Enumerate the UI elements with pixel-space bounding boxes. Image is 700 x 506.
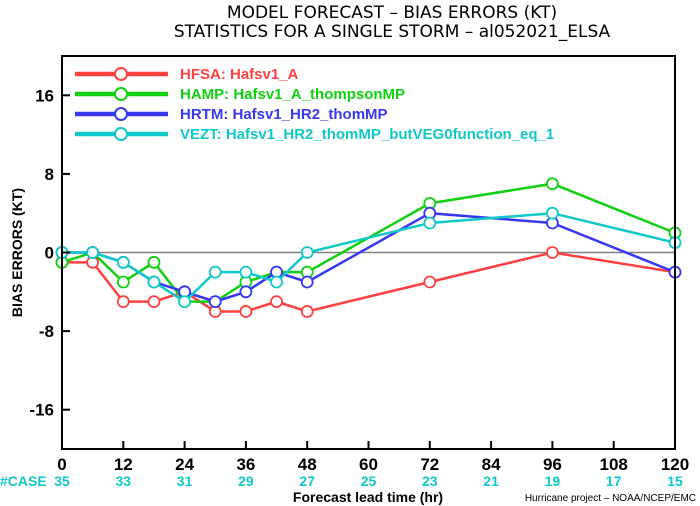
data-point	[147, 255, 161, 269]
data-point	[239, 265, 253, 279]
data-point	[423, 216, 437, 230]
data-point	[300, 246, 314, 259]
data-point	[300, 305, 314, 318]
series-group	[55, 177, 682, 318]
case-count: 27	[299, 473, 315, 489]
legend-marker	[114, 87, 128, 101]
y-axis-ticks: -16 -8 0 8 16	[29, 86, 70, 420]
x-tick-label: 96	[543, 455, 562, 474]
x-tick-label: 36	[236, 455, 255, 474]
y-tick-label: 8	[45, 165, 54, 184]
y-tick-label: 16	[35, 86, 54, 105]
x-axis-ticks: 0 12 24 36 48 60 72 84 96 108 120	[57, 441, 689, 474]
legend-label: HRTM: Hafsv1_HR2_thomMP	[180, 106, 388, 123]
legend-label: HAMP: Hafsv1_A_thompsonMP	[180, 86, 405, 103]
x-tick-label: 0	[57, 455, 66, 474]
case-count: 17	[606, 473, 622, 489]
data-point	[270, 275, 283, 289]
data-point	[116, 275, 130, 289]
data-point	[208, 265, 222, 279]
x-tick-label: 24	[175, 455, 194, 474]
case-count: 19	[545, 473, 561, 489]
data-point	[116, 295, 130, 309]
y-axis-label: BIAS ERRORS (KT)	[9, 188, 25, 317]
chart-subtitle: STATISTICS FOR A SINGLE STORM – al052021…	[174, 22, 611, 42]
data-point	[147, 275, 161, 289]
case-count: 21	[483, 473, 499, 489]
case-count: 25	[361, 473, 377, 489]
data-point	[116, 255, 130, 269]
y-tick-label: 0	[45, 244, 54, 263]
legend-label: VEZT: Hafsv1_HR2_thomMP_butVEG0function_…	[180, 126, 554, 143]
legend-label: HFSA: Hafsv1_A	[180, 66, 299, 83]
legend-marker	[114, 127, 128, 141]
data-point	[270, 295, 283, 309]
case-count: 29	[238, 473, 254, 489]
chart-title: MODEL FORECAST – BIAS ERRORS (KT)	[227, 3, 557, 23]
case-count: 33	[116, 473, 132, 489]
case-count: 35	[54, 473, 70, 489]
data-point	[546, 177, 559, 191]
data-point	[239, 305, 253, 318]
series-line	[61, 182, 676, 303]
credit-text: Hurricane project – NOAA/NCEP/EMC	[525, 493, 696, 504]
case-count: 31	[177, 473, 193, 489]
data-point	[239, 285, 253, 299]
case-count: 15	[667, 473, 683, 489]
series-line	[62, 251, 676, 313]
y-tick-label: -16	[29, 401, 54, 420]
legend: HFSA: Hafsv1_A HAMP: Hafsv1_A_thompsonMP H…	[75, 66, 554, 143]
x-tick-label: 72	[420, 455, 439, 474]
case-label: #CASE	[0, 473, 47, 489]
data-point	[86, 246, 100, 259]
legend-marker	[114, 67, 128, 81]
y-tick-label: -8	[39, 322, 54, 341]
series-vezt	[55, 206, 682, 309]
case-counts: 35 33 31 29 27 25 23 21 19 17 15	[54, 473, 683, 489]
data-point	[147, 295, 161, 309]
data-point	[208, 295, 222, 309]
x-tick-label: 60	[359, 455, 378, 474]
series-hamp	[55, 177, 682, 309]
x-axis-label: Forecast lead time (hr)	[293, 489, 443, 505]
data-point	[300, 275, 314, 289]
data-point	[423, 275, 437, 289]
x-tick-label: 48	[298, 455, 317, 474]
data-point	[178, 295, 192, 309]
data-point	[546, 246, 559, 259]
x-tick-label: 120	[661, 455, 689, 474]
x-tick-label: 108	[600, 455, 628, 474]
legend-marker	[114, 107, 128, 121]
x-tick-label: 12	[114, 455, 133, 474]
x-tick-label: 84	[482, 455, 501, 474]
case-count: 23	[422, 473, 438, 489]
data-point	[546, 206, 559, 220]
